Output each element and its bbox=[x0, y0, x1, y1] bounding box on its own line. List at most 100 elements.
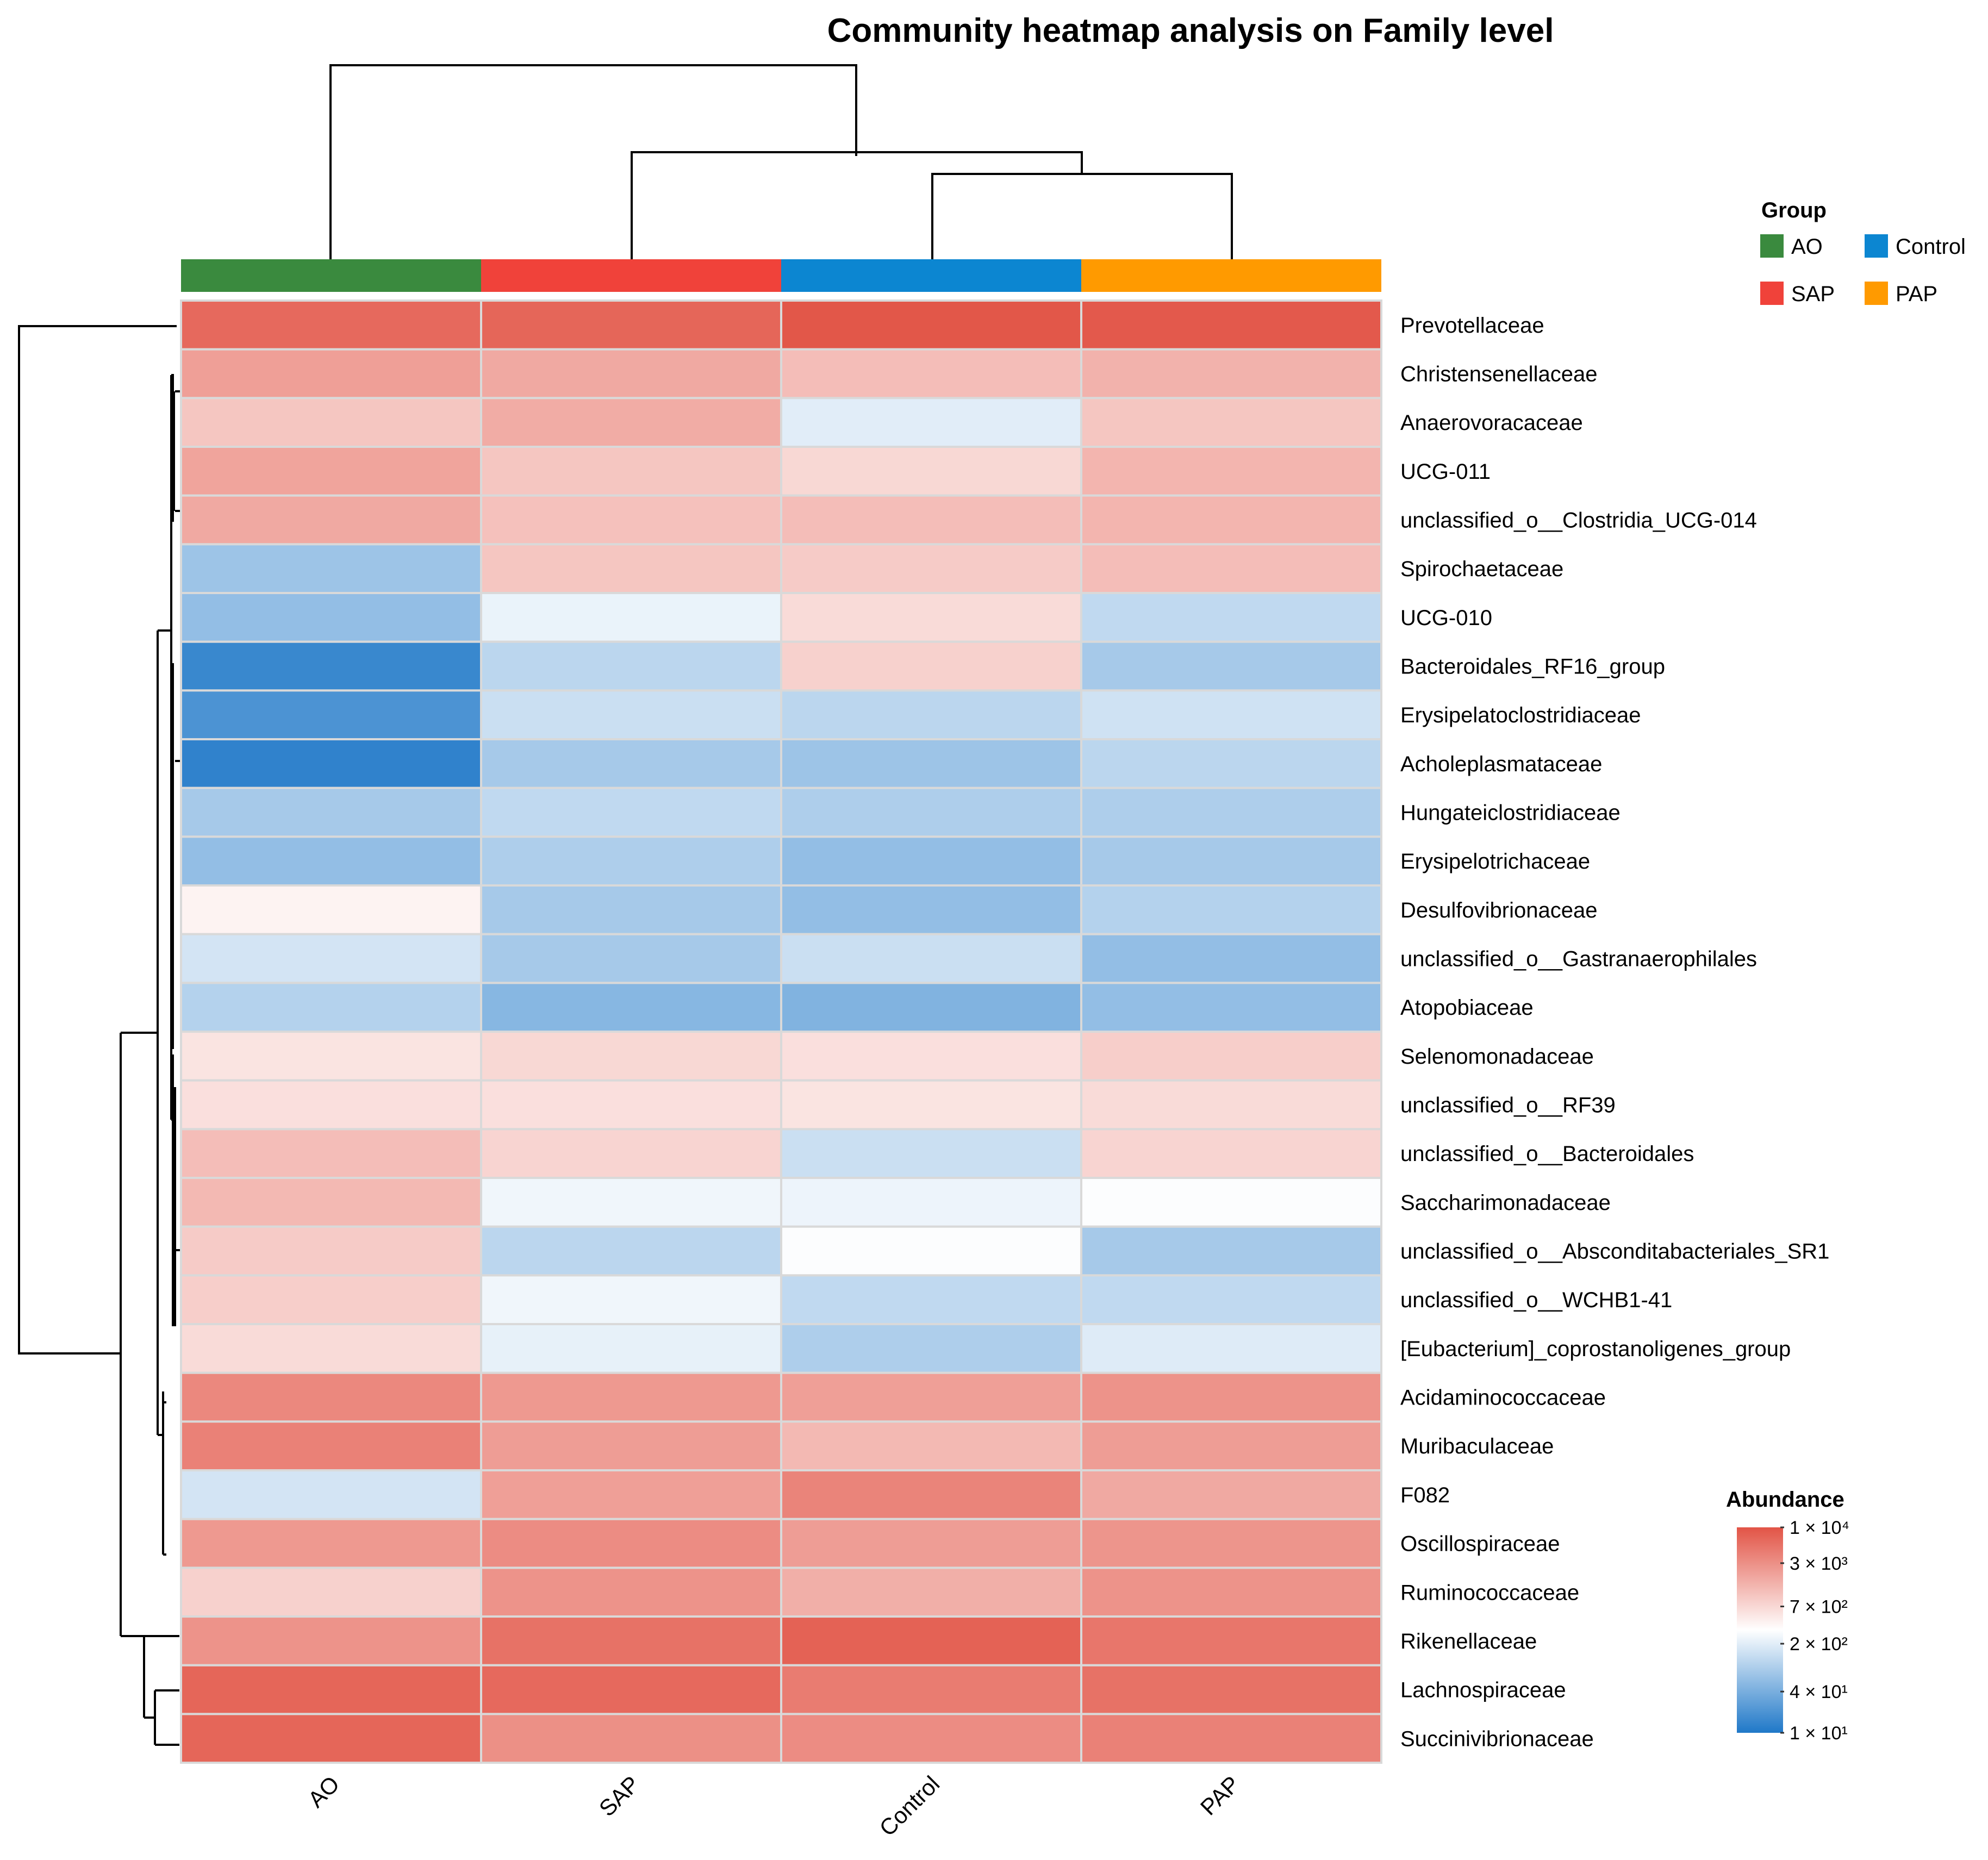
heatmap-cell bbox=[480, 835, 782, 887]
legend-group: Group AO Control SAP PAP bbox=[1760, 198, 1966, 306]
heatmap-cell bbox=[480, 1615, 782, 1666]
column-dendrogram bbox=[329, 64, 1233, 259]
legend-tick-label: 7 × 10² bbox=[1790, 1597, 1848, 1618]
heatmap-cell bbox=[480, 1274, 782, 1326]
column-label: AO bbox=[303, 1771, 344, 1812]
legend-abundance-title: Abundance bbox=[1726, 1488, 1844, 1512]
heatmap-cell bbox=[480, 1713, 782, 1764]
heatmap-cell bbox=[180, 1664, 482, 1715]
heatmap-cell bbox=[780, 494, 1082, 546]
heatmap-cell bbox=[480, 738, 782, 789]
heatmap-cell bbox=[180, 348, 482, 400]
row-label: Erysipelatoclostridiaceae bbox=[1400, 703, 1641, 727]
heatmap-cell bbox=[180, 494, 482, 546]
heatmap-cell bbox=[1080, 982, 1382, 1033]
column-labels: AO SAP Control PAP bbox=[303, 1771, 1244, 1841]
group-color-bar bbox=[181, 259, 1381, 292]
heatmap-cell bbox=[480, 1469, 782, 1520]
heatmap-cell bbox=[780, 592, 1082, 643]
heatmap-cell bbox=[1080, 1177, 1382, 1228]
heatmap-cell bbox=[1080, 787, 1382, 838]
heatmap-cell bbox=[1080, 1469, 1382, 1520]
heatmap-cell bbox=[180, 446, 482, 497]
row-label: UCG-011 bbox=[1400, 460, 1491, 484]
heatmap-cell bbox=[780, 1128, 1082, 1179]
heatmap-cell bbox=[480, 1128, 782, 1179]
group-bar-control bbox=[781, 259, 1081, 292]
heatmap-cell bbox=[480, 299, 782, 351]
heatmap-cell bbox=[180, 1371, 482, 1423]
legend-swatch-sap bbox=[1760, 282, 1784, 305]
heatmap-cell bbox=[180, 982, 482, 1033]
heatmap-cell bbox=[480, 933, 782, 984]
legend-swatch-control bbox=[1865, 234, 1888, 258]
heatmap-cell bbox=[1080, 835, 1382, 887]
heatmap-cell bbox=[180, 933, 482, 984]
row-label: Selenomonadaceae bbox=[1400, 1045, 1594, 1069]
heatmap-cell bbox=[780, 1031, 1082, 1082]
row-label: Erysipelotrichaceae bbox=[1400, 850, 1590, 873]
heatmap-cell bbox=[780, 689, 1082, 741]
row-labels: Prevotellaceae Christensenellaceae Anaerov… bbox=[1400, 314, 1829, 1751]
heatmap-cell bbox=[180, 1225, 482, 1277]
row-label: unclassified_o__WCHB1-41 bbox=[1400, 1288, 1672, 1312]
heatmap-cell bbox=[180, 1128, 482, 1179]
heatmap-cell bbox=[780, 738, 1082, 789]
column-label: SAP bbox=[594, 1771, 645, 1821]
heatmap-cell bbox=[1080, 1225, 1382, 1277]
heatmap-cell bbox=[780, 1713, 1082, 1764]
heatmap-cell bbox=[1080, 1420, 1382, 1472]
heatmap-cell bbox=[480, 689, 782, 741]
row-label: Rikenellaceae bbox=[1400, 1630, 1537, 1653]
heatmap-cell bbox=[1080, 884, 1382, 935]
row-label: Acidaminococcaceae bbox=[1400, 1386, 1606, 1410]
heatmap-cell bbox=[1080, 1031, 1382, 1082]
heatmap-cell bbox=[480, 1079, 782, 1131]
heatmap-cell bbox=[180, 835, 482, 887]
row-label: unclassified_o__RF39 bbox=[1400, 1094, 1616, 1118]
heatmap-cell bbox=[180, 1274, 482, 1326]
heatmap-cell bbox=[780, 1079, 1082, 1131]
heatmap-cell bbox=[1080, 446, 1382, 497]
legend-label: SAP bbox=[1791, 282, 1835, 306]
row-label: Hungateiclostridiaceae bbox=[1400, 801, 1621, 825]
chart-title: Community heatmap analysis on Family lev… bbox=[827, 12, 1554, 49]
row-dendrogram bbox=[18, 325, 182, 1746]
heatmap-cell bbox=[780, 397, 1082, 448]
column-label: Control bbox=[874, 1771, 944, 1841]
row-label: Prevotellaceae bbox=[1400, 314, 1544, 338]
heatmap-cell bbox=[1080, 1128, 1382, 1179]
heatmap-cell bbox=[780, 933, 1082, 984]
heatmap-cell bbox=[480, 884, 782, 935]
row-label: [Eubacterium]_coprostanoligenes_group bbox=[1400, 1337, 1791, 1361]
heatmap-cell bbox=[480, 1566, 782, 1618]
heatmap-cell bbox=[1080, 1713, 1382, 1764]
row-label: Acholeplasmataceae bbox=[1400, 752, 1602, 776]
legend-tick-label: 1 × 10⁴ bbox=[1790, 1518, 1849, 1538]
heatmap-cell bbox=[180, 397, 482, 448]
row-label: Bacteroidales_RF16_group bbox=[1400, 655, 1665, 679]
heatmap-cell bbox=[480, 397, 782, 448]
group-bar-pap bbox=[1081, 259, 1381, 292]
heatmap-cell bbox=[480, 787, 782, 838]
heatmap-cell bbox=[1080, 933, 1382, 984]
legend-tick-label: 3 × 10³ bbox=[1790, 1553, 1848, 1574]
legend-label: Control bbox=[1896, 235, 1966, 259]
heatmap-cell bbox=[180, 1518, 482, 1569]
heatmap-cell bbox=[1080, 397, 1382, 448]
heatmap-cell bbox=[780, 787, 1082, 838]
row-label: Christensenellaceae bbox=[1400, 363, 1597, 386]
heatmap-cell bbox=[1080, 689, 1382, 741]
heatmap-cell bbox=[1080, 1664, 1382, 1715]
heatmap-cell bbox=[1080, 1323, 1382, 1374]
heatmap-cell bbox=[780, 1566, 1082, 1618]
heatmap-cell bbox=[780, 543, 1082, 595]
heatmap-cell bbox=[1080, 1518, 1382, 1569]
group-bar-sap bbox=[481, 259, 781, 292]
row-label: Succinivibrionaceae bbox=[1400, 1727, 1594, 1751]
row-label: Spirochaetaceae bbox=[1400, 557, 1563, 581]
heatmap-cell bbox=[1080, 543, 1382, 595]
heatmap-cell bbox=[780, 348, 1082, 400]
row-label: unclassified_o__Bacteroidales bbox=[1400, 1142, 1694, 1166]
row-label: unclassified_o__Clostridia_UCG-014 bbox=[1400, 509, 1757, 533]
